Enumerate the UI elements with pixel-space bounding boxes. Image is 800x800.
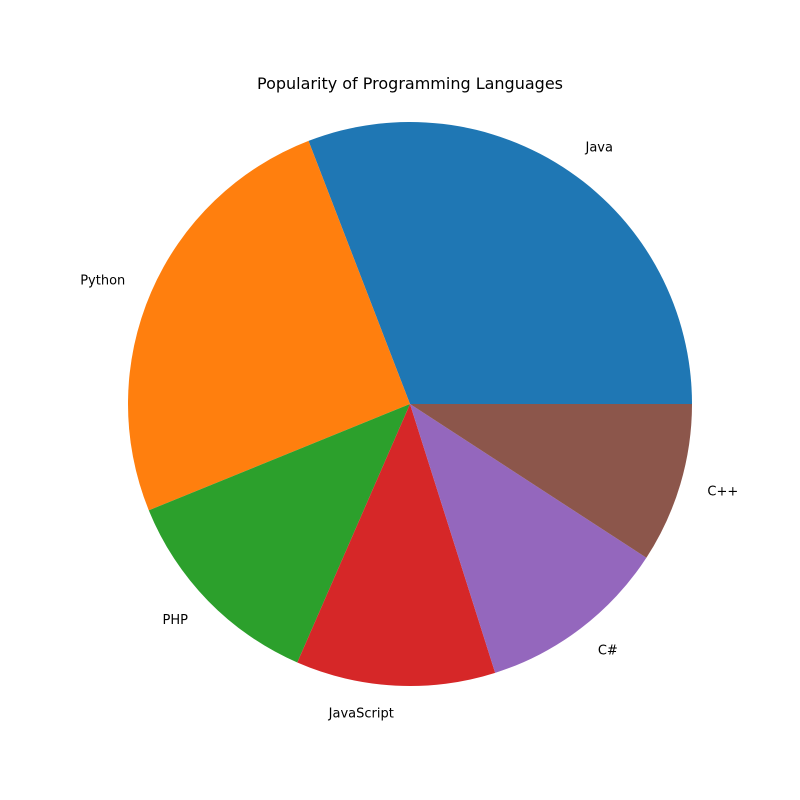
pie-label-python: Python bbox=[80, 273, 125, 288]
pie-label-php: PHP bbox=[163, 613, 189, 628]
pie-slice-cplusplus bbox=[410, 404, 692, 558]
pie-slice-csharp bbox=[410, 404, 647, 673]
pie-slice-php bbox=[148, 404, 410, 663]
pie-label-javascript: JavaScript bbox=[328, 706, 394, 721]
pie-label-java: Java bbox=[584, 141, 612, 156]
pie-slice-javascript bbox=[297, 404, 496, 686]
pie-slices bbox=[128, 121, 692, 686]
pie-labels: Java Python PHP JavaScript C# C++ bbox=[80, 141, 738, 722]
pie-slice-java bbox=[308, 121, 692, 405]
pie-label-csharp: C# bbox=[598, 643, 618, 658]
chart-title: Popularity of Programming Languages bbox=[257, 74, 563, 93]
pie-label-cplusplus: C++ bbox=[707, 485, 738, 500]
pie-slice-python bbox=[128, 140, 411, 511]
